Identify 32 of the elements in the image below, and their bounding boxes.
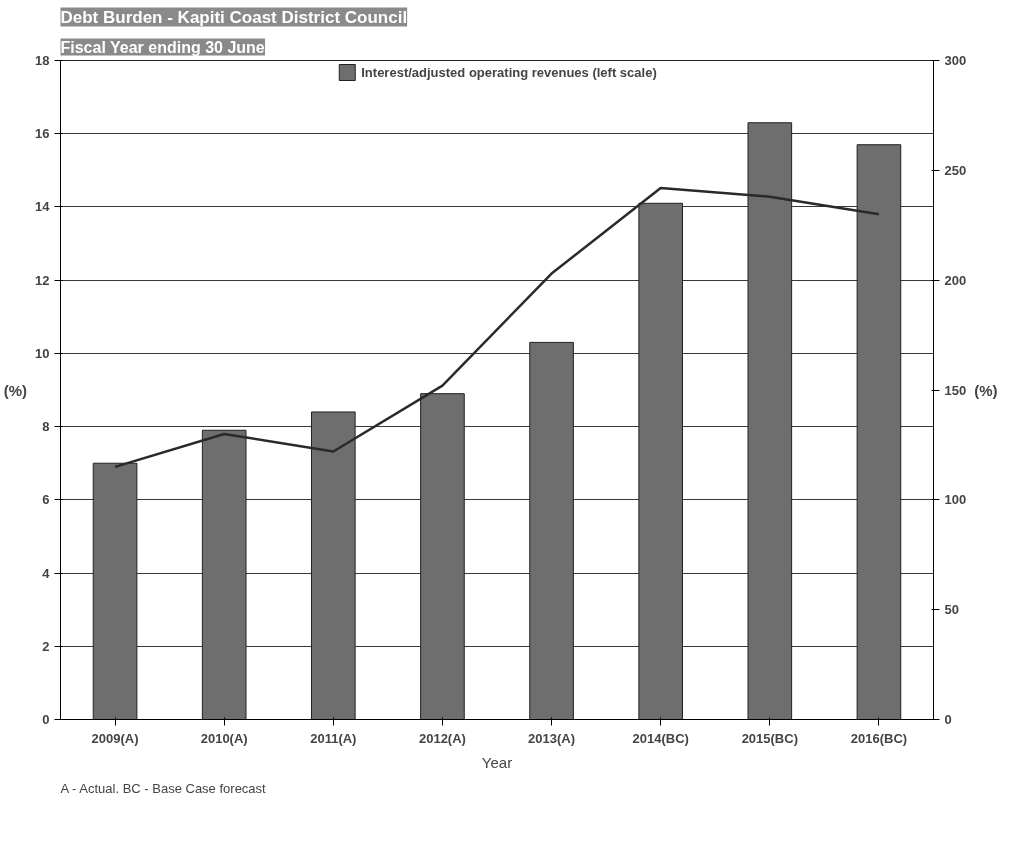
x-tick-label: 2012(A) [418, 730, 466, 746]
y-tick-label: 0 [42, 712, 50, 727]
y2-tick-label: 150 [944, 382, 967, 398]
y2-tick-label: 50 [944, 602, 959, 618]
x-tick-label: 2015(BC) [741, 730, 798, 746]
y-tick-label: 10 [35, 345, 50, 361]
x-tick-label: 2016(BC) [850, 730, 908, 746]
y2-tick-label: 300 [944, 53, 967, 68]
y2-tick-label: 100 [944, 492, 967, 508]
legend-label: Interest/adjusted operating revenues (left scale) [361, 64, 657, 80]
x-tick-label: 2010(A) [200, 730, 248, 746]
x-tick-label: 2014(BC) [632, 730, 689, 746]
y-axis-title: (%) [3, 381, 28, 399]
y-tick-label: 6 [42, 492, 50, 508]
y2-axis-title: (%) [974, 381, 998, 399]
x-tick-label: 2013(A) [528, 730, 576, 746]
text: A - Actual. BC - Base Case forecast [60, 780, 267, 796]
y2-tick-label: 250 [944, 162, 967, 178]
y-tick-label: 18 [35, 53, 50, 68]
x-tick-label: 2011(A) [310, 730, 357, 746]
x-axis-title: Year [481, 753, 513, 771]
y-tick-label: 4 [42, 565, 51, 581]
y-tick-label: 14 [35, 199, 51, 215]
y-tick-label: 8 [42, 419, 50, 435]
x-tick-label: 2009(A) [91, 730, 139, 746]
y2-tick-label: 0 [944, 712, 952, 727]
y2-tick-label: 200 [944, 272, 967, 288]
y-tick-label: 2 [42, 638, 50, 654]
chart-subtitle: Fiscal Year ending 30 June [60, 38, 265, 56]
chart-title: Debt Burden - Kapiti Coast District Council [60, 7, 408, 27]
y-tick-label: 12 [35, 272, 50, 288]
y-tick-label: 16 [35, 126, 50, 142]
